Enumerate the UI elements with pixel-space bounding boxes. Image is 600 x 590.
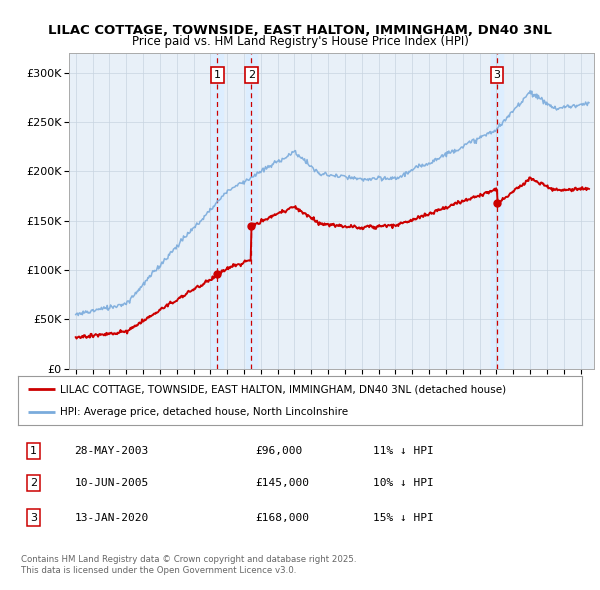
Text: £96,000: £96,000 [255, 446, 302, 456]
Text: LILAC COTTAGE, TOWNSIDE, EAST HALTON, IMMINGHAM, DN40 3NL (detached house): LILAC COTTAGE, TOWNSIDE, EAST HALTON, IM… [60, 385, 506, 395]
Text: 1: 1 [214, 70, 221, 80]
Text: Contains HM Land Registry data © Crown copyright and database right 2025.: Contains HM Land Registry data © Crown c… [21, 555, 356, 563]
Text: Price paid vs. HM Land Registry's House Price Index (HPI): Price paid vs. HM Land Registry's House … [131, 35, 469, 48]
Text: £145,000: £145,000 [255, 478, 309, 488]
Text: 2: 2 [30, 478, 37, 488]
Text: 1: 1 [30, 446, 37, 456]
Text: 10% ↓ HPI: 10% ↓ HPI [373, 478, 434, 488]
Text: £168,000: £168,000 [255, 513, 309, 523]
Bar [491, 53, 503, 369]
Text: 3: 3 [494, 70, 500, 80]
Text: 15% ↓ HPI: 15% ↓ HPI [373, 513, 434, 523]
Text: 3: 3 [30, 513, 37, 523]
Text: 28-MAY-2003: 28-MAY-2003 [74, 446, 149, 456]
Text: HPI: Average price, detached house, North Lincolnshire: HPI: Average price, detached house, Nort… [60, 407, 349, 417]
Text: 13-JAN-2020: 13-JAN-2020 [74, 513, 149, 523]
Text: This data is licensed under the Open Government Licence v3.0.: This data is licensed under the Open Gov… [21, 566, 296, 575]
Bar [211, 53, 223, 369]
Text: LILAC COTTAGE, TOWNSIDE, EAST HALTON, IMMINGHAM, DN40 3NL: LILAC COTTAGE, TOWNSIDE, EAST HALTON, IM… [48, 24, 552, 37]
Bar [245, 53, 257, 369]
Text: 2: 2 [248, 70, 255, 80]
Text: 10-JUN-2005: 10-JUN-2005 [74, 478, 149, 488]
Text: 11% ↓ HPI: 11% ↓ HPI [373, 446, 434, 456]
